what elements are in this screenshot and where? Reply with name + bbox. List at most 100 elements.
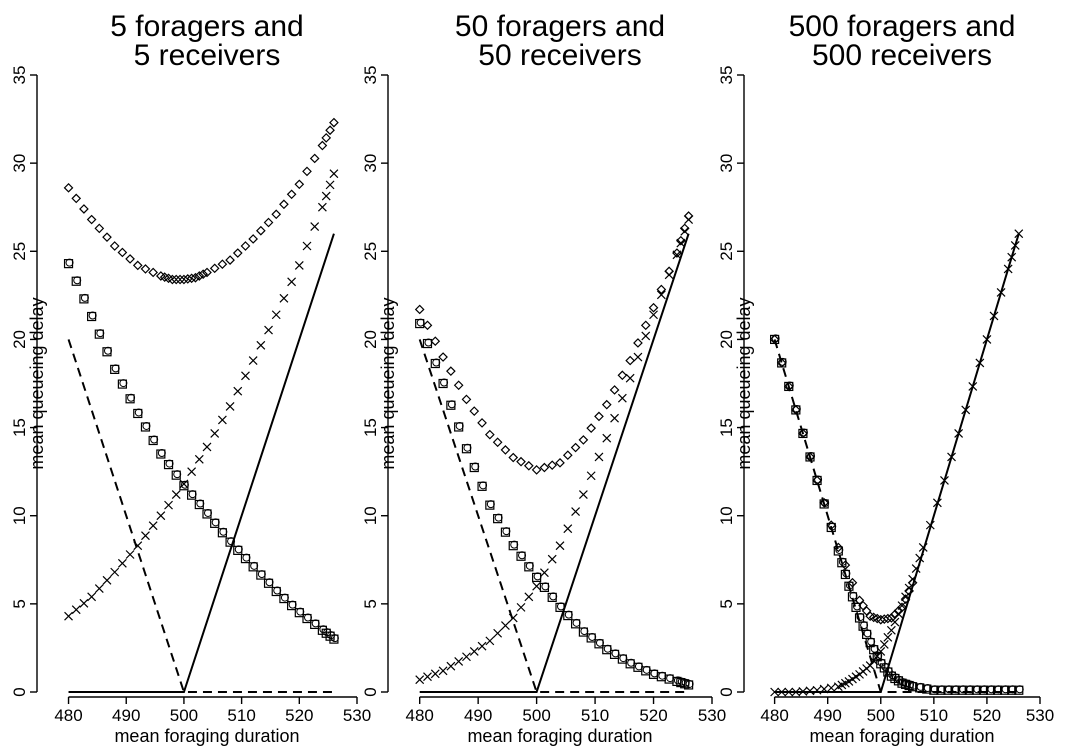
y-tick-label: 35 — [361, 66, 380, 85]
diamond-marker — [833, 542, 844, 553]
circle-marker — [250, 561, 259, 570]
diamond-marker — [886, 613, 897, 623]
cross-marker — [477, 641, 487, 651]
x-tick-label: 510 — [227, 706, 255, 725]
diamond-marker — [209, 263, 220, 274]
cross-marker — [879, 639, 889, 649]
dashed-reference-line — [67, 339, 334, 693]
circle-marker — [104, 346, 112, 355]
cross-marker — [423, 672, 432, 682]
diamond-marker — [263, 217, 274, 228]
diamond-marker — [477, 418, 487, 428]
cross-marker — [625, 373, 635, 383]
cross-marker — [310, 222, 320, 232]
circle-marker — [619, 654, 628, 663]
cross-marker — [446, 661, 456, 671]
circle-marker — [502, 527, 511, 536]
chart-title-line: 50 foragers and — [455, 10, 665, 43]
diamond-marker — [217, 259, 228, 270]
diamond-marker — [840, 560, 851, 570]
circle-marker — [471, 462, 480, 471]
diamond-marker — [148, 267, 159, 278]
x-tick-label: 500 — [522, 706, 550, 725]
cross-marker — [571, 507, 581, 517]
circle-marker — [280, 593, 289, 602]
diamond-marker — [225, 255, 235, 265]
diamond-marker — [422, 320, 433, 331]
circle-marker — [518, 551, 527, 560]
cross-marker — [110, 567, 120, 577]
cross-marker — [539, 568, 549, 578]
cross-marker — [563, 524, 573, 534]
diamond-marker — [163, 273, 174, 284]
cross-marker — [187, 467, 197, 477]
y-tick-label: 25 — [10, 242, 29, 261]
diamond-marker — [469, 406, 480, 416]
y-tick-label: 30 — [10, 154, 29, 173]
circle-marker — [455, 421, 464, 430]
circle-marker — [650, 669, 659, 678]
diamond-marker — [882, 613, 893, 624]
diamond-marker — [675, 235, 686, 246]
circle-marker — [157, 449, 166, 458]
cross-marker — [317, 202, 327, 212]
circle-marker — [311, 619, 320, 628]
diamond-marker — [414, 304, 425, 315]
x-tick-label: 490 — [464, 706, 492, 725]
y-tick-label: 15 — [361, 418, 380, 437]
diamond-marker — [523, 460, 534, 471]
diamond-marker — [317, 140, 328, 151]
circle-marker — [173, 470, 182, 479]
circle-marker — [196, 499, 205, 508]
cross-marker — [578, 490, 588, 499]
y-tick-label: 30 — [717, 154, 736, 173]
x-axis-label: mean foraging duration — [114, 726, 299, 746]
diamond-marker — [672, 248, 682, 258]
circle-marker — [814, 475, 823, 484]
cross-marker — [148, 521, 158, 531]
x-tick-label: 510 — [920, 706, 948, 725]
circle-marker — [127, 393, 136, 402]
diamond-marker — [321, 133, 332, 143]
y-tick-label: 35 — [10, 66, 29, 85]
circle-marker — [180, 480, 189, 489]
diamond-marker — [617, 370, 628, 381]
diamond-marker — [531, 465, 542, 475]
circle-marker — [242, 553, 251, 562]
circle-marker — [856, 612, 865, 621]
y-tick-label: 5 — [361, 599, 380, 608]
chart-title-line: 5 foragers and — [110, 10, 303, 43]
cross-marker — [532, 581, 542, 591]
diamond-marker — [140, 264, 151, 274]
cross-marker — [94, 584, 104, 594]
diamond-marker — [79, 204, 89, 214]
y-tick-label: 20 — [361, 330, 380, 349]
diamond-marker — [633, 338, 643, 348]
circle-marker — [73, 276, 82, 285]
circle-marker — [588, 632, 597, 641]
cross-marker — [415, 675, 425, 685]
diamond-marker — [461, 394, 472, 405]
y-tick-label: 5 — [717, 599, 736, 608]
circle-marker — [288, 600, 297, 609]
diamond-marker — [329, 117, 339, 128]
cross-marker — [430, 669, 440, 679]
diamond-marker — [325, 125, 335, 136]
circle-marker — [853, 602, 861, 611]
circle-marker — [666, 674, 675, 683]
cross-marker — [64, 611, 73, 621]
circle-marker — [681, 678, 690, 687]
diamond-marker — [279, 199, 289, 210]
diamond-marker — [194, 271, 205, 281]
diamond-marker — [271, 209, 282, 220]
circle-marker — [227, 537, 236, 546]
cross-marker — [883, 632, 893, 642]
circle-marker — [204, 508, 212, 517]
y-tick-label: 20 — [717, 330, 736, 349]
cross-marker — [79, 598, 89, 608]
circle-marker — [821, 498, 830, 507]
cross-marker — [321, 191, 331, 201]
diamond-marker — [294, 179, 305, 190]
diamond-marker — [547, 460, 558, 471]
chart-title-line: 5 receivers — [134, 39, 281, 72]
